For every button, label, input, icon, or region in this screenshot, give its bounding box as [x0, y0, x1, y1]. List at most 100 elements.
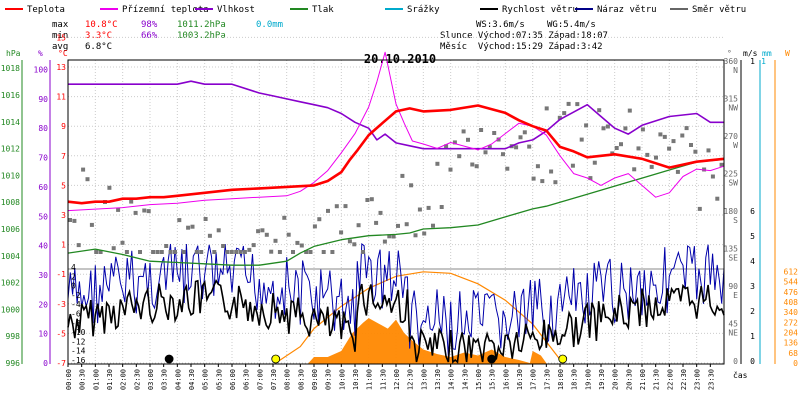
wind-tick: 0	[750, 357, 755, 366]
wind-dir-dot	[181, 250, 186, 254]
wind-dir-dot	[291, 250, 295, 254]
wind-dir-dot	[85, 177, 90, 182]
lower-temp-tick: -14	[71, 347, 86, 356]
wind-dir-dot	[435, 161, 440, 166]
unit-degc: °C	[58, 49, 68, 58]
wind-dir-dot	[470, 162, 475, 167]
unit-time: čas	[733, 370, 748, 380]
x-tick-label: 01:30	[106, 369, 114, 390]
temperature-tick: 7	[61, 152, 66, 161]
wind-dir-dot	[706, 148, 711, 153]
wind-dir-dot	[527, 144, 532, 149]
radiation-tick: 136	[784, 339, 799, 348]
wind-tick: 1	[750, 332, 755, 341]
x-tick-label: 13:00	[420, 369, 428, 390]
wind-dir-dot	[391, 234, 396, 239]
radiation-tick: 340	[784, 308, 799, 317]
x-tick-label: 15:30	[489, 369, 497, 390]
wind-dir-dot	[107, 185, 112, 190]
radiation-tick: 68	[788, 349, 798, 358]
wind-dir-dot	[544, 106, 549, 111]
pressure-tick: 1000	[1, 305, 20, 314]
x-tick-label: 15:00	[475, 369, 483, 390]
wind-dir-dot	[496, 137, 501, 142]
direction-name: SW	[728, 179, 738, 188]
wind-dir-dot	[632, 167, 637, 172]
x-tick-label: 16:30	[516, 369, 524, 390]
wind-dir-dot	[68, 218, 72, 222]
direction-name: NE	[728, 329, 738, 338]
ground-temp-line	[67, 51, 725, 212]
wind-dir-dot	[229, 250, 234, 254]
legend-label: Směr větru	[692, 5, 746, 15]
moon-event-marker	[164, 354, 174, 364]
wind-dir-dot	[474, 164, 479, 169]
wind-dir-dot	[466, 137, 470, 142]
wind-dir-dot	[76, 243, 81, 248]
x-tick-label: 02:30	[133, 369, 141, 390]
stat-min-label: min	[52, 31, 68, 41]
x-tick-label: 07:30	[270, 369, 278, 390]
wind-tick: 3	[750, 282, 755, 291]
humidity-tick: 90	[38, 95, 48, 104]
lower-temp-tick: 2	[71, 272, 76, 281]
temperature-tick: -5	[56, 329, 66, 338]
lower-temp-tick: -16	[71, 356, 86, 365]
pressure-tick: 1018	[1, 64, 20, 73]
wind-dir-dot	[597, 108, 602, 113]
legend-label: Přízemní teplota	[122, 5, 209, 15]
wind-dir-dot	[562, 111, 567, 116]
x-tick-label: 01:00	[92, 369, 100, 390]
x-tick-label: 23:30	[707, 369, 715, 390]
x-tick-label: 07:00	[256, 369, 264, 390]
x-tick-label: 11:30	[379, 369, 387, 390]
wind-dir-dot	[505, 166, 510, 171]
stat-max-press: 1011.2hPa	[177, 20, 226, 30]
x-tick-label: 06:30	[243, 369, 251, 390]
direction-tick: 45	[728, 320, 738, 329]
direction-name: S	[733, 216, 738, 225]
plot-area	[67, 36, 725, 364]
radiation-tick: 476	[784, 288, 799, 297]
x-tick-label: 06:00	[229, 369, 237, 390]
wind-dir-dot	[89, 222, 94, 227]
wind-dir-dot	[177, 218, 182, 223]
x-tick-label: 04:30	[188, 369, 196, 390]
stat-avg-temp: 6.8°C	[85, 42, 112, 52]
wind-dir-dot	[374, 220, 379, 225]
axes: 1018101610141012101010081006100410021000…	[1, 33, 798, 390]
wind-dir-dot	[352, 242, 357, 247]
wind-dir-dot	[116, 207, 121, 212]
wind-dir-dot	[81, 167, 86, 172]
stat-max-hum: 98%	[141, 20, 158, 30]
wind-dir-dot	[492, 131, 497, 135]
radiation-tick: 272	[784, 318, 799, 327]
x-tick-label: 17:30	[543, 369, 551, 390]
wind-dir-dot	[330, 250, 335, 254]
humidity-tick: 100	[34, 66, 49, 75]
x-tick-label: 02:00	[120, 369, 128, 390]
sun-event-marker	[271, 354, 281, 364]
wind-dir-dot	[312, 224, 317, 229]
wind-dir-dot	[321, 250, 326, 254]
x-tick-label: 09:00	[311, 369, 319, 390]
wind-dir-dot	[570, 163, 575, 168]
humidity-tick: 80	[38, 124, 48, 133]
x-tick-label: 19:00	[584, 369, 592, 390]
humidity-tick: 20	[38, 300, 48, 309]
wind-dir-dot	[120, 240, 125, 245]
wind-dir-dot	[448, 167, 453, 172]
wind-dir-dot	[522, 130, 527, 135]
wind-dir-dot	[221, 244, 226, 248]
wind-dir-dot	[124, 250, 129, 254]
temperature-tick: 3	[61, 211, 66, 220]
humidity-tick: 60	[38, 183, 48, 192]
wind-dir-dot	[234, 250, 239, 254]
x-tick-label: 20:30	[625, 369, 633, 390]
sun-event-marker	[558, 354, 568, 364]
info-wg: WG:5.4m/s	[547, 20, 596, 30]
radiation-area	[308, 318, 547, 364]
wind-dir-dot	[151, 250, 156, 254]
stat-min-press: 1003.2hPa	[177, 31, 226, 41]
